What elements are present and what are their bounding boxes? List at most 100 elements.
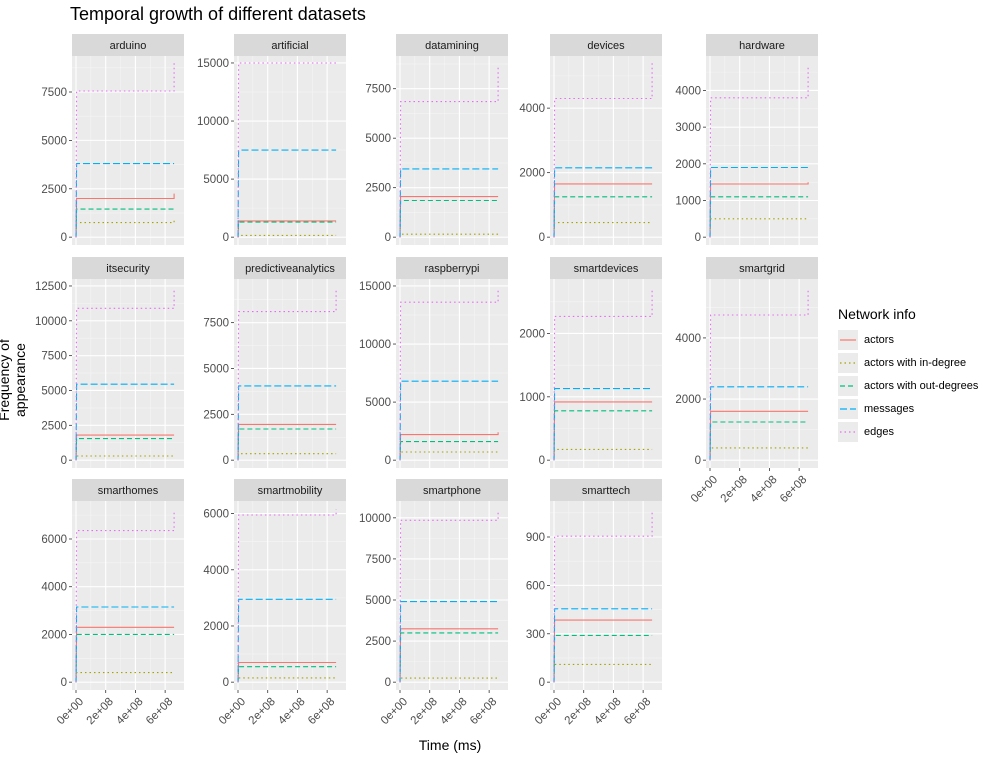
y-tick-label: 0 [61, 232, 67, 244]
y-tick-label: 2500 [41, 420, 67, 432]
y-tick-label: 10000 [35, 316, 67, 328]
strip-label: devices [587, 40, 625, 52]
x-tick-label: 2e+08 [719, 474, 750, 505]
y-tick-label: 10000 [359, 513, 391, 525]
y-tick-label: 1000 [519, 392, 545, 404]
y-tick-label: 10000 [197, 116, 229, 128]
x-tick-label: 4e+08 [748, 474, 779, 505]
y-tick-label: 4000 [203, 565, 229, 577]
x-tick-label: 0e+00 [55, 696, 86, 727]
strip [72, 34, 184, 56]
legend-key [838, 421, 858, 442]
series-messages [75, 163, 175, 238]
legend-key [838, 398, 858, 419]
y-tick-label: 0 [223, 455, 229, 467]
y-tick-label: 5000 [41, 135, 67, 147]
y-tick-label: 0 [385, 677, 391, 689]
y-tick-label: 7500 [41, 87, 67, 99]
y-tick-label: 5000 [365, 397, 391, 409]
series-edges [75, 63, 175, 238]
strip-label: smarthomes [98, 485, 159, 497]
y-tick-label: 600 [526, 580, 545, 592]
y-tick-label: 4000 [519, 103, 545, 115]
strip [234, 257, 346, 279]
strip-label: smarttech [582, 485, 630, 497]
legend-label: edges [864, 425, 894, 438]
strip-label: smartphone [423, 485, 481, 497]
panel-smartphone: smartphone 0 2500 5000 7500 10000 0e+002e+084e… [359, 479, 508, 727]
y-tick-label: 7500 [365, 554, 391, 566]
legend: Network info actors actors with in-degree… [838, 306, 978, 443]
strip-label: smartmobility [258, 485, 323, 497]
y-tick-label: 0 [539, 455, 545, 467]
y-tick-label: 0 [539, 232, 545, 244]
strip [72, 257, 184, 279]
y-tick-label: 0 [385, 232, 391, 244]
panel-smartdevices: smartdevices 0 1000 2000 [519, 257, 662, 468]
y-tick-label: 10000 [359, 339, 391, 351]
x-tick-label: 6e+08 [778, 474, 809, 505]
strip [706, 34, 818, 56]
panel-datamining: datamining 0 2500 5000 7500 [365, 34, 508, 245]
panel-smarthomes: smarthomes 0 2000 4000 6000 0e+002e+084e+086e… [41, 479, 184, 727]
chart-title: Temporal growth of different datasets [70, 4, 366, 24]
series-actors-with-out-degrees [75, 633, 175, 683]
y-tick-label: 0 [61, 677, 67, 689]
y-tick-label: 5000 [365, 133, 391, 145]
series-messages [237, 385, 337, 461]
y-tick-label: 0 [385, 455, 391, 467]
series-messages [237, 149, 337, 238]
series-messages [237, 598, 337, 683]
y-tick-label: 12500 [35, 281, 67, 293]
y-tick-label: 5000 [41, 385, 67, 397]
series-messages [75, 606, 175, 683]
panel-background [234, 279, 346, 468]
y-tick-label: 2000 [519, 168, 545, 180]
x-tick-label: 0e+00 [379, 696, 410, 727]
series-edges [709, 66, 809, 238]
strip [396, 479, 508, 501]
panel-devices: devices 0 2000 4000 [519, 34, 662, 245]
series-edges [709, 289, 809, 461]
x-tick-label: 6e+08 [468, 696, 499, 727]
strip [234, 34, 346, 56]
strip-label: artificial [271, 40, 308, 52]
panel-background [550, 501, 662, 690]
y-tick-label: 5000 [203, 363, 229, 375]
strip-label: raspberrypi [424, 263, 479, 275]
panel-background [550, 56, 662, 245]
y-tick-label: 7500 [41, 351, 67, 363]
y-tick-label: 4000 [675, 333, 701, 345]
x-tick-label: 2e+08 [409, 696, 440, 727]
x-tick-label: 4e+08 [592, 696, 623, 727]
y-tick-label: 2000 [675, 159, 701, 171]
legend-label: actors [864, 333, 894, 346]
legend-item: edges [838, 420, 978, 443]
y-tick-label: 900 [526, 532, 545, 544]
strip-label: predictiveanalytics [245, 263, 335, 275]
legend-item: actors with in-degree [838, 351, 978, 374]
series-actors-with-in-degree [399, 451, 499, 461]
strip-label: smartgrid [739, 263, 785, 275]
y-tick-label: 6000 [203, 509, 229, 521]
x-tick-label: 6e+08 [144, 696, 175, 727]
legend-item: actors [838, 328, 978, 351]
panel-artificial: artificial 0 5000 10000 15000 [197, 34, 346, 245]
panel-arduino: arduino 0 2500 5000 7500 [41, 34, 184, 245]
legend-key [838, 329, 858, 350]
x-tick-label: 4e+08 [438, 696, 469, 727]
strip-label: smartdevices [574, 263, 639, 275]
legend-key [838, 375, 858, 396]
legend-label: messages [864, 402, 915, 415]
panel-raspberrypi: raspberrypi 0 5000 10000 15000 [359, 257, 508, 468]
series-actors-with-out-degrees [75, 207, 175, 238]
y-tick-label: 0 [695, 455, 701, 467]
strip [72, 479, 184, 501]
strip [396, 34, 508, 56]
x-tick-label: 0e+00 [689, 474, 720, 505]
x-tick-label: 6e+08 [306, 696, 337, 727]
panel-background [72, 56, 184, 245]
panel-background [72, 501, 184, 690]
strip-label: datamining [425, 40, 479, 52]
